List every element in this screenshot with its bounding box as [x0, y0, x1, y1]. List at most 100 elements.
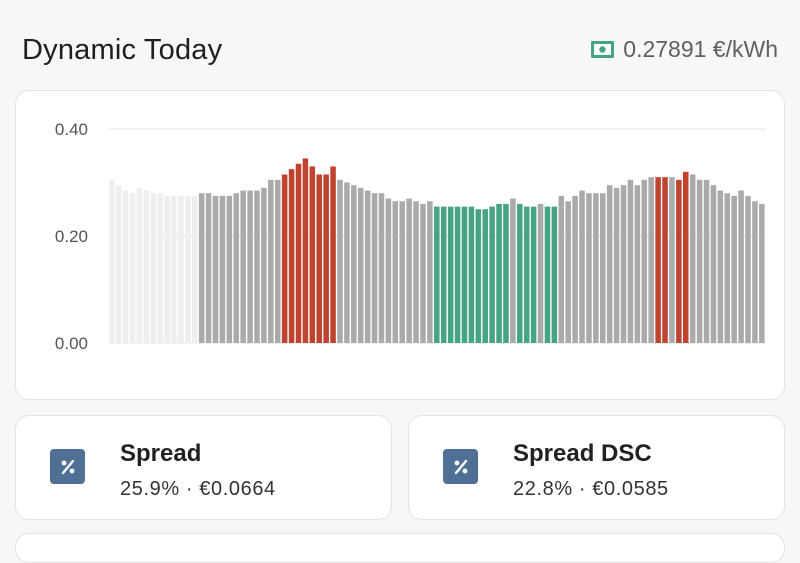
price-bar[interactable]: [212, 195, 219, 344]
price-bar[interactable]: [752, 201, 758, 343]
price-bar[interactable]: [496, 203, 502, 343]
price-bar[interactable]: [606, 185, 613, 343]
price-bar[interactable]: [510, 198, 516, 343]
price-bar[interactable]: [461, 206, 468, 343]
price-bar[interactable]: [544, 206, 551, 343]
price-bar[interactable]: [420, 203, 426, 343]
price-bar[interactable]: [281, 174, 288, 343]
price-bar[interactable]: [392, 201, 399, 343]
price-chart-card[interactable]: 0.40 0.20 0.00: [15, 90, 785, 400]
price-bar[interactable]: [344, 182, 350, 344]
price-bar[interactable]: [703, 179, 710, 343]
price-bar[interactable]: [551, 206, 558, 343]
price-bar[interactable]: [689, 174, 696, 343]
price-bar[interactable]: [364, 190, 371, 343]
price-bar[interactable]: [115, 185, 122, 343]
price-bar[interactable]: [288, 169, 295, 344]
price-bar[interactable]: [683, 171, 689, 343]
price-bar[interactable]: [579, 190, 585, 343]
price-bar[interactable]: [261, 187, 267, 343]
price-bar[interactable]: [274, 179, 281, 343]
price-bar[interactable]: [710, 185, 717, 343]
spread-dsc-tile[interactable]: Spread DSC 22.8% · €0.0585: [408, 415, 785, 520]
price-bar[interactable]: [523, 206, 530, 343]
price-bar[interactable]: [219, 195, 226, 344]
price-bar[interactable]: [351, 185, 357, 343]
price-bar[interactable]: [198, 193, 205, 343]
price-bar[interactable]: [330, 166, 336, 343]
price-bar[interactable]: [489, 206, 495, 343]
price-bar[interactable]: [122, 190, 129, 343]
price-bar[interactable]: [565, 201, 571, 343]
price-bar[interactable]: [696, 179, 703, 343]
price-bar[interactable]: [517, 203, 523, 343]
price-bar[interactable]: [185, 195, 191, 344]
price-bar[interactable]: [717, 190, 724, 343]
price-bar[interactable]: [454, 206, 461, 343]
price-bar[interactable]: [745, 195, 751, 344]
price-bar[interactable]: [655, 177, 661, 343]
price-bar[interactable]: [385, 198, 392, 343]
price-bar[interactable]: [129, 193, 136, 343]
price-bar[interactable]: [323, 174, 329, 343]
price-bar[interactable]: [157, 193, 163, 343]
price-bar[interactable]: [634, 185, 641, 343]
current-price[interactable]: 0.27891 €/kWh: [591, 36, 778, 63]
price-bar[interactable]: [482, 209, 488, 343]
price-bar[interactable]: [150, 193, 157, 343]
price-bar[interactable]: [447, 206, 454, 343]
price-bar[interactable]: [240, 190, 246, 343]
price-bar[interactable]: [413, 201, 419, 343]
price-bar[interactable]: [205, 193, 212, 343]
price-bar[interactable]: [537, 203, 544, 343]
price-bar[interactable]: [191, 195, 198, 344]
price-bar[interactable]: [434, 206, 440, 343]
price-bar[interactable]: [357, 187, 364, 343]
price-bar[interactable]: [440, 206, 447, 343]
price-bar[interactable]: [143, 190, 150, 343]
price-bar[interactable]: [371, 193, 378, 343]
price-bar[interactable]: [178, 195, 184, 344]
price-bar[interactable]: [226, 195, 233, 344]
price-bar[interactable]: [316, 174, 322, 343]
price-bar[interactable]: [378, 193, 385, 343]
price-bar[interactable]: [475, 209, 482, 343]
price-bar[interactable]: [254, 190, 260, 343]
price-bar[interactable]: [247, 190, 253, 343]
price-bar[interactable]: [295, 163, 302, 343]
spread-tile[interactable]: Spread 25.9% · €0.0664: [15, 415, 392, 520]
price-bar[interactable]: [641, 179, 648, 343]
price-bar[interactable]: [337, 179, 343, 343]
price-bar[interactable]: [676, 179, 682, 343]
price-bar[interactable]: [759, 203, 765, 343]
price-bar[interactable]: [648, 177, 654, 343]
price-bar[interactable]: [669, 177, 675, 343]
price-bar[interactable]: [724, 193, 731, 343]
price-bar[interactable]: [627, 179, 634, 343]
price-bar[interactable]: [662, 177, 668, 343]
price-bar[interactable]: [164, 195, 170, 344]
price-bar[interactable]: [309, 166, 316, 343]
price-bar[interactable]: [171, 195, 177, 344]
price-bar[interactable]: [530, 206, 537, 343]
price-bar[interactable]: [620, 185, 627, 343]
price-bar[interactable]: [586, 193, 592, 343]
price-bar[interactable]: [406, 198, 412, 343]
price-chart[interactable]: 0.40 0.20 0.00: [16, 91, 786, 401]
price-bar[interactable]: [503, 203, 509, 343]
price-bar[interactable]: [109, 179, 115, 343]
price-bar[interactable]: [136, 187, 143, 343]
price-bar[interactable]: [399, 201, 405, 343]
price-bar[interactable]: [593, 193, 599, 343]
price-bar[interactable]: [558, 195, 565, 344]
price-bar[interactable]: [268, 179, 274, 343]
price-bar[interactable]: [738, 190, 744, 343]
price-bar[interactable]: [468, 206, 475, 343]
price-bar[interactable]: [233, 193, 239, 343]
price-bar[interactable]: [572, 195, 578, 344]
price-bar[interactable]: [427, 201, 433, 343]
price-bar[interactable]: [731, 195, 737, 344]
price-bar[interactable]: [600, 193, 606, 343]
price-bar[interactable]: [302, 158, 309, 343]
price-bar[interactable]: [613, 187, 620, 343]
